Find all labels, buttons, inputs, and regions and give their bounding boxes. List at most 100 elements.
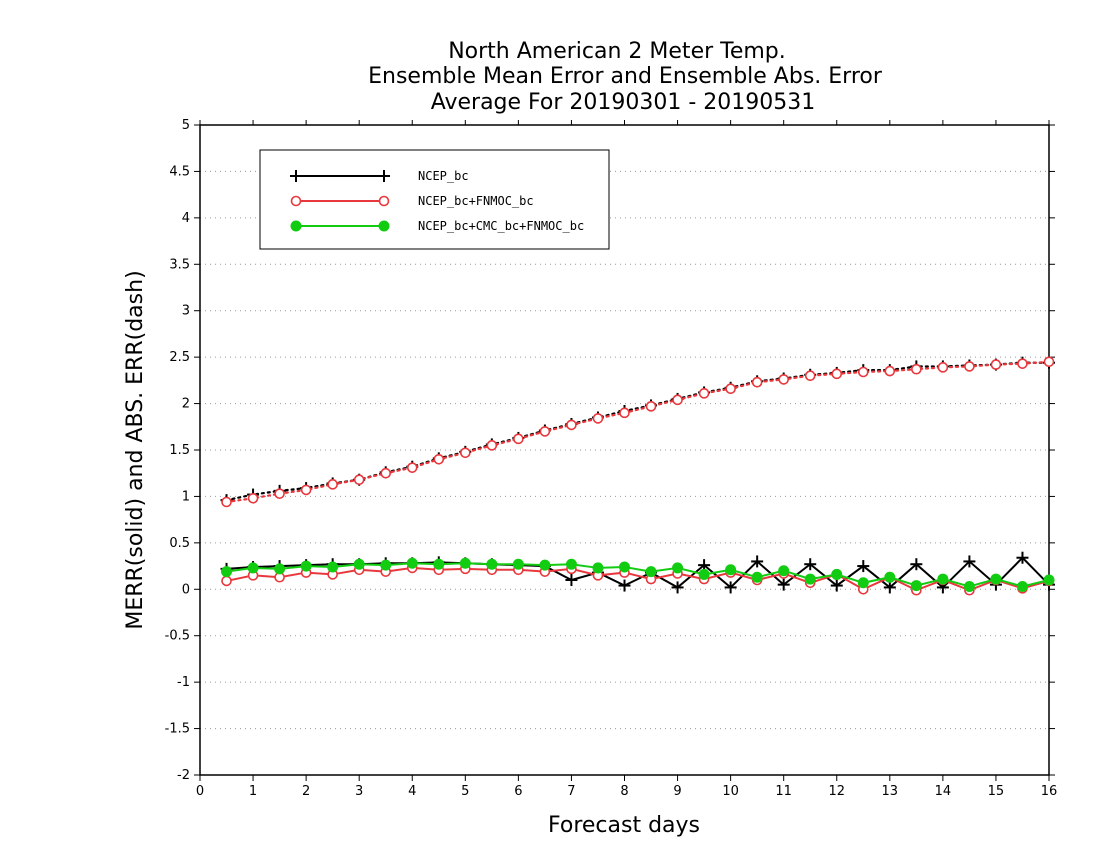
x-tick-label: 14 — [935, 784, 952, 799]
data-point — [725, 564, 737, 576]
series-abs-err-1 — [221, 356, 1055, 508]
y-tick-label: -2 — [177, 768, 190, 783]
y-axis-label: MERR(solid) and ABS. ERR(dash) — [123, 270, 148, 629]
x-tick-label: 16 — [1041, 784, 1058, 799]
data-point — [910, 580, 922, 592]
data-point — [963, 555, 976, 568]
data-point — [671, 581, 684, 594]
title-line-3: Average For 20190301 - 20190531 — [431, 90, 816, 115]
data-point — [963, 581, 975, 592]
y-tick-label: 2.5 — [169, 350, 190, 365]
data-point — [460, 447, 471, 459]
data-point — [274, 488, 285, 499]
data-point — [857, 560, 870, 573]
data-point — [380, 559, 392, 571]
y-tick-label: 3 — [182, 304, 190, 319]
data-point — [513, 433, 524, 445]
data-point — [433, 453, 445, 465]
legend-label: NCEP_bc+FNMOC_bc — [418, 194, 534, 208]
title-line-1: North American 2 Meter Temp. — [448, 39, 786, 64]
data-point — [725, 383, 736, 395]
y-tick-label: -0.5 — [165, 629, 190, 644]
data-point — [565, 558, 577, 570]
x-tick-label: 1 — [249, 784, 257, 799]
data-point — [937, 362, 949, 373]
data-point — [512, 558, 524, 570]
data-point — [566, 419, 577, 431]
data-point — [353, 474, 365, 486]
y-tick-label: 5 — [182, 118, 190, 133]
data-point — [645, 566, 657, 578]
data-point — [937, 573, 949, 585]
data-point — [645, 401, 657, 412]
data-point — [459, 557, 471, 569]
legend-marker-left — [290, 170, 302, 182]
data-point — [751, 571, 763, 583]
y-tick-label: 1.5 — [169, 443, 190, 458]
data-point — [884, 365, 896, 377]
y-tick-label: 4 — [182, 211, 190, 226]
legend-marker-right — [378, 195, 390, 207]
data-point — [751, 376, 763, 388]
plot-frame — [199, 124, 1050, 776]
title-line-2: Ensemble Mean Error and Ensemble Abs. Er… — [368, 64, 883, 89]
data-point — [778, 374, 789, 385]
data-point — [406, 462, 418, 473]
legend-marker-left — [290, 195, 302, 207]
data-point — [964, 361, 975, 372]
data-point — [565, 574, 578, 586]
grid-lines — [200, 170, 1049, 730]
x-tick-label: 9 — [673, 784, 681, 799]
data-point — [486, 440, 498, 451]
x-tick-label: 12 — [828, 784, 845, 799]
data-point — [619, 561, 630, 573]
data-point — [672, 394, 683, 406]
y-tick-label: 2 — [182, 397, 190, 412]
x-tick-label: 7 — [567, 784, 575, 799]
y-axis-ticks: 5 4.5 4 3.5 3 2.5 2 1.5 1 0.5 0 -0.5 -1 -1.5 -2 — [165, 118, 1055, 783]
data-point — [804, 558, 817, 571]
data-point — [831, 568, 843, 580]
legend-marker-right — [378, 220, 390, 232]
legend-marker-left — [290, 220, 302, 232]
data-point — [539, 426, 551, 437]
data-point — [777, 578, 790, 591]
data-point — [990, 359, 1002, 370]
series-abs-err-0 — [220, 356, 1055, 507]
data-point — [830, 579, 843, 592]
data-point — [380, 467, 392, 479]
x-tick-label: 15 — [988, 784, 1005, 799]
data-point — [592, 413, 604, 424]
data-point — [486, 558, 498, 570]
x-tick-label: 11 — [775, 784, 792, 799]
data-point — [247, 492, 259, 504]
y-tick-label: 4.5 — [169, 164, 190, 179]
x-tick-label: 5 — [461, 784, 469, 799]
data-point — [300, 484, 312, 496]
data-point — [672, 562, 684, 574]
x-tick-label: 8 — [620, 784, 628, 799]
legend-label: NCEP_bc+CMC_bc+FNMOC_bc — [418, 219, 584, 233]
y-tick-label: -1.5 — [165, 722, 190, 737]
legend-entry: NCEP_bc+FNMOC_bc — [290, 194, 534, 208]
data-point — [883, 581, 896, 594]
data-point — [406, 557, 418, 569]
data-point — [1016, 551, 1029, 564]
data-point — [911, 363, 922, 375]
data-point — [353, 558, 365, 570]
data-point — [698, 388, 710, 399]
data-point — [857, 577, 869, 589]
data-point — [247, 562, 259, 574]
legend: NCEP_bc NCEP_bc+FNMOC_bc NCEP_bc+CMC_bc+FN… — [259, 149, 610, 250]
data-point — [698, 568, 710, 580]
x-axis-label: Forecast days — [548, 813, 700, 838]
data-point — [1016, 581, 1028, 592]
x-axis-ticks: 0 1 2 3 4 5 6 7 8 9 10 11 12 13 14 15 16 — [196, 120, 1057, 799]
y-tick-label: 1 — [182, 489, 190, 504]
y-tick-label: 3.5 — [169, 257, 190, 272]
data-point — [221, 566, 233, 578]
data-point — [1043, 574, 1055, 586]
series-layer — [220, 356, 1055, 596]
series-merr-2 — [221, 557, 1055, 592]
